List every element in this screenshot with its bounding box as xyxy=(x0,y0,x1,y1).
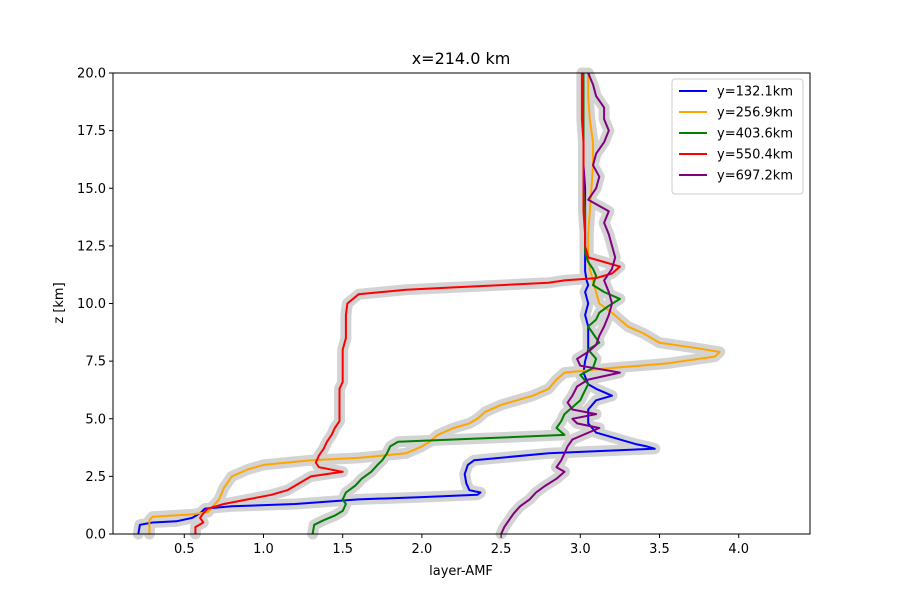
y-tick-label: 10.0 xyxy=(77,297,106,312)
x-tick-label: 4.0 xyxy=(728,542,749,557)
legend-label: y=256.9km xyxy=(717,106,793,121)
legend-label: y=132.1km xyxy=(717,85,793,100)
y-tick-label: 2.5 xyxy=(85,470,106,485)
x-tick-label: 3.0 xyxy=(570,542,591,557)
series-line-5 xyxy=(500,72,621,535)
x-tick-label: 1.0 xyxy=(253,542,274,557)
legend-label: y=697.2km xyxy=(717,169,793,184)
legend-box xyxy=(671,78,804,195)
y-tick-label: 0.0 xyxy=(85,528,106,543)
legend-label: y=550.4km xyxy=(717,148,793,163)
y-tick-label: 5.0 xyxy=(85,412,106,427)
series-line-1 xyxy=(137,73,656,535)
x-tick-label: 2.5 xyxy=(491,542,512,557)
x-tick-label: 3.5 xyxy=(649,542,670,557)
series-lines xyxy=(137,72,721,535)
y-tick-label: 17.5 xyxy=(77,124,106,139)
legend: y=132.1km y=256.9km y=403.6km y=550.4km y=69… xyxy=(671,78,804,195)
series-line-4 xyxy=(194,73,621,534)
legend-label: y=403.6km xyxy=(717,127,793,142)
y-tick-label: 7.5 xyxy=(85,355,106,370)
y-tick-label: 12.5 xyxy=(77,239,106,254)
x-axis-ticks: 0.5 1.0 1.5 2.0 2.5 3.0 3.5 4.0 xyxy=(174,534,749,557)
series-line-3 xyxy=(311,73,621,535)
x-tick-label: 2.0 xyxy=(412,542,433,557)
series-line-2 xyxy=(148,73,721,534)
y-tick-label: 20.0 xyxy=(77,67,106,82)
y-axis-ticks: 0.0 2.5 5.0 7.5 10.0 12.5 15.0 17.5 20.0 xyxy=(77,67,113,543)
x-tick-label: 0.5 xyxy=(174,542,195,557)
x-axis-label: layer-AMF xyxy=(429,564,493,579)
y-tick-label: 15.0 xyxy=(77,182,106,197)
x-tick-label: 1.5 xyxy=(332,542,353,557)
chart-title: x=214.0 km xyxy=(412,49,511,68)
y-axis-label: z [km] xyxy=(52,282,67,323)
